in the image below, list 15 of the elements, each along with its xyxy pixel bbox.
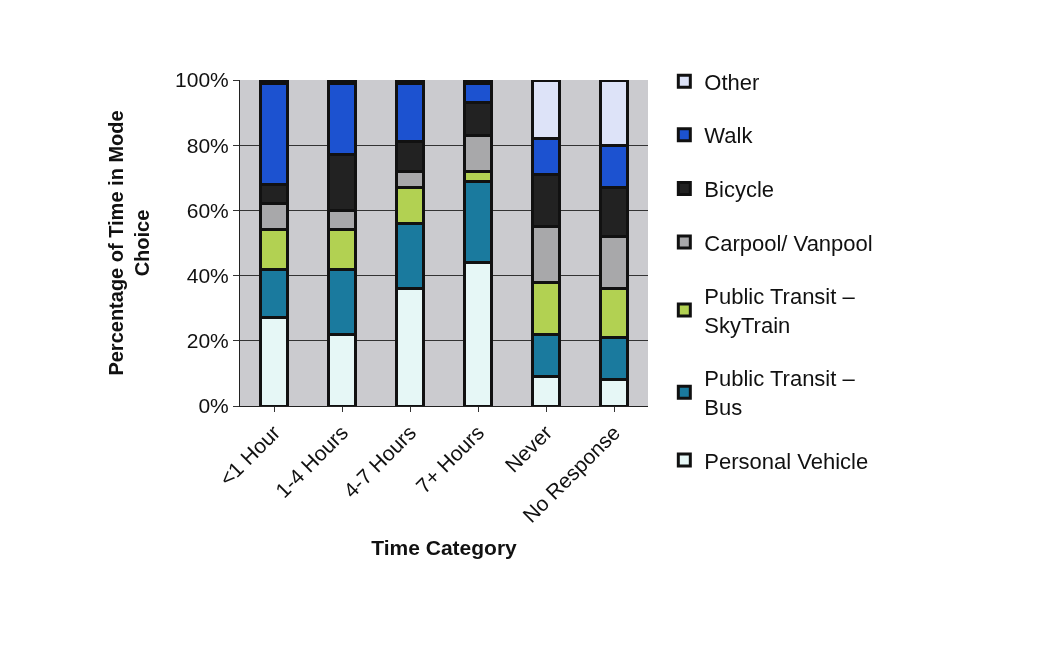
y-tick-label: 100% xyxy=(175,68,229,92)
y-tick-label: 0% xyxy=(198,394,229,418)
y-tick-label: 80% xyxy=(186,133,229,157)
legend-label: Public Transit – SkyTrain xyxy=(704,284,856,338)
y-axis-title: Percentage of Time in Mode Choice xyxy=(104,110,153,376)
legend-label: Public Transit – Bus xyxy=(704,366,856,421)
x-axis-title: Time Category xyxy=(371,536,518,560)
y-tick-label: 20% xyxy=(186,329,229,353)
legend-label: Other xyxy=(704,69,760,95)
legend-label: Personal Vehicle xyxy=(704,448,869,474)
legend-label: Carpool/ Vanpool xyxy=(704,230,873,256)
y-tick-label: 60% xyxy=(186,198,229,222)
y-tick-label: 40% xyxy=(186,263,229,287)
legend-label: Bicycle xyxy=(704,177,775,203)
legend-label: Walk xyxy=(704,123,754,149)
